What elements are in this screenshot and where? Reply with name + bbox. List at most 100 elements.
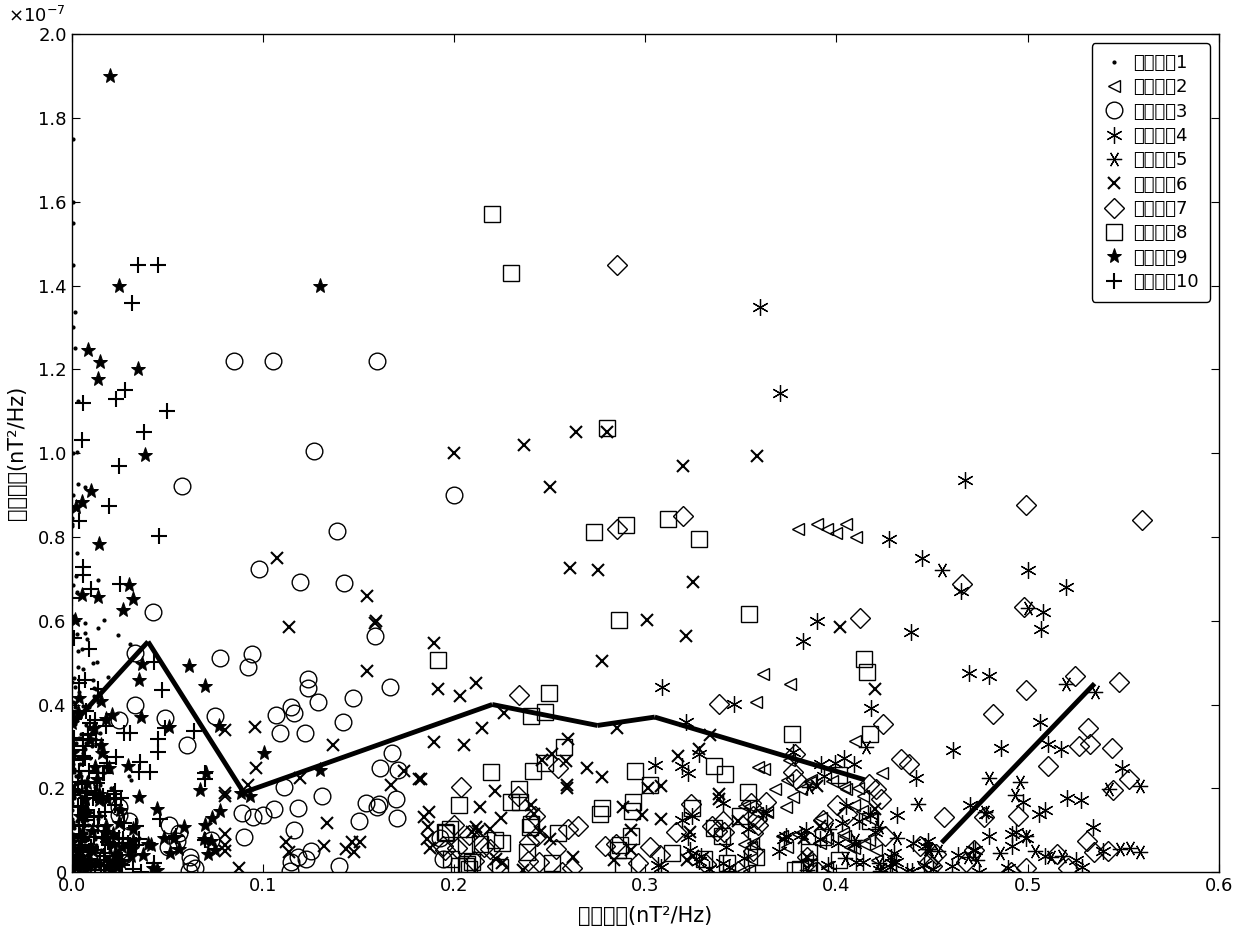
噪声种甛3 (226, 355, 241, 367)
噪声种甛1 (78, 828, 93, 839)
噪声种甛5 (1132, 846, 1147, 857)
噪声种甛9 (312, 280, 327, 291)
噪声种甛5 (838, 853, 853, 864)
噪声种甛10 (131, 259, 146, 271)
噪声种甛4 (810, 615, 825, 626)
噪声种甛5 (1101, 784, 1116, 795)
噪声种甛9 (105, 839, 120, 850)
Line: 噪声种甛5: 噪声种甛5 (800, 563, 1148, 879)
噪声种甛5 (1007, 789, 1022, 801)
噪声种甛5 (921, 843, 936, 855)
噪声种甛1 (69, 587, 84, 598)
噪声种甛6 (635, 810, 650, 821)
噪声种甛5 (1133, 781, 1148, 792)
噪声种甛8 (787, 864, 802, 875)
噪声种甛5 (872, 857, 887, 869)
Line: 噪声种甛4: 噪声种甛4 (647, 299, 1131, 880)
噪声种甛2 (782, 754, 797, 765)
噪声种甛2 (737, 838, 751, 849)
噪声种甛5 (1122, 842, 1137, 853)
噪声种甛5 (1087, 687, 1102, 698)
噪声种甛4 (779, 830, 794, 842)
噪声种甛9 (112, 280, 126, 291)
噪声种甛7 (745, 828, 760, 839)
噪声种甛8 (503, 797, 518, 808)
噪声种甛6 (427, 736, 441, 747)
噪声种甛6 (569, 426, 584, 438)
噪声种甛1 (66, 818, 81, 829)
Y-axis label: 噪声能量(nT²/Hz): 噪声能量(nT²/Hz) (7, 386, 27, 521)
噪声种甛10 (76, 741, 91, 752)
Line: 噪声种甛1: 噪声种甛1 (69, 136, 141, 874)
噪声种甛4 (946, 745, 961, 756)
噪声种甛10 (108, 394, 123, 405)
Line: 噪声种甛2: 噪声种甛2 (737, 518, 889, 877)
噪声种甛2 (869, 855, 884, 866)
噪声种甛7 (704, 820, 719, 831)
噪声种甛1 (66, 133, 81, 145)
噪声种甛7 (609, 259, 624, 271)
噪声种甛6 (217, 787, 232, 799)
X-axis label: 磁道能量(nT²/Hz): 磁道能量(nT²/Hz) (578, 906, 712, 926)
噪声种甛2 (836, 782, 851, 793)
噪声种甛8 (599, 423, 614, 434)
噪声种甛6 (676, 460, 691, 471)
噪声种甛6 (249, 762, 264, 773)
噪声种甛5 (1028, 845, 1043, 856)
噪声种甛5 (934, 564, 949, 576)
噪声种甛5 (982, 773, 997, 784)
噪声种甛3 (446, 490, 461, 501)
噪声种甛7 (875, 718, 890, 730)
噪声种甛10 (66, 836, 81, 847)
噪声种甛6 (542, 481, 557, 493)
噪声种甛3 (286, 707, 301, 718)
噪声种甛7 (715, 815, 730, 827)
噪声种甛1 (87, 690, 102, 702)
噪声种甛1 (66, 490, 81, 501)
噪声种甛3 (234, 808, 249, 819)
Line: 噪声种甛6: 噪声种甛6 (218, 426, 880, 877)
噪声种甛7 (454, 782, 469, 793)
Line: 噪声种甛7: 噪声种甛7 (436, 258, 1149, 879)
噪声种甛5 (992, 847, 1007, 858)
噪声种甛3 (372, 799, 387, 810)
噪声种甛2 (842, 841, 857, 852)
噪声种甛3 (293, 576, 308, 587)
噪声种甛5 (961, 851, 976, 862)
噪声种甛2 (838, 519, 853, 530)
噪声种甛4 (1054, 743, 1069, 754)
噪声种甛4 (972, 866, 987, 877)
噪声种甛9 (131, 792, 146, 803)
噪声种甛4 (916, 859, 931, 870)
Line: 噪声种甛3: 噪声种甛3 (112, 353, 463, 880)
噪声种甛4 (718, 842, 733, 853)
噪声种甛5 (873, 865, 888, 876)
Text: $\times10^{-7}$: $\times10^{-7}$ (9, 6, 66, 26)
Line: 噪声种甛8: 噪声种甛8 (430, 207, 878, 877)
噪声种甛5 (889, 832, 904, 843)
噪声种甛5 (1112, 842, 1127, 854)
噪声种甛7 (811, 867, 826, 878)
噪声种甛9 (100, 860, 115, 871)
噪声种甛5 (970, 855, 985, 866)
噪声种甛5 (1059, 678, 1074, 689)
噪声种甛5 (978, 806, 993, 817)
噪声种甛9 (67, 614, 82, 625)
噪声种甛7 (1017, 601, 1032, 612)
噪声种甛7 (1135, 515, 1149, 526)
噪声种甛4 (1004, 829, 1019, 840)
噪声种甛4 (715, 797, 730, 808)
噪声种甛2 (810, 519, 825, 530)
噪声种甛8 (485, 209, 500, 220)
噪声种甛7 (560, 823, 575, 834)
噪声种甛6 (360, 666, 374, 677)
噪声种甛5 (801, 782, 816, 793)
噪声种甛8 (619, 519, 634, 530)
噪声种甛3 (331, 861, 346, 872)
噪声种甛8 (520, 846, 534, 857)
Line: 噪声种甛10: 噪声种甛10 (64, 257, 213, 880)
噪声种甛5 (800, 864, 815, 875)
噪声种甛10 (67, 858, 82, 870)
噪声种甛6 (516, 865, 531, 876)
噪声种甛5 (1044, 851, 1059, 862)
